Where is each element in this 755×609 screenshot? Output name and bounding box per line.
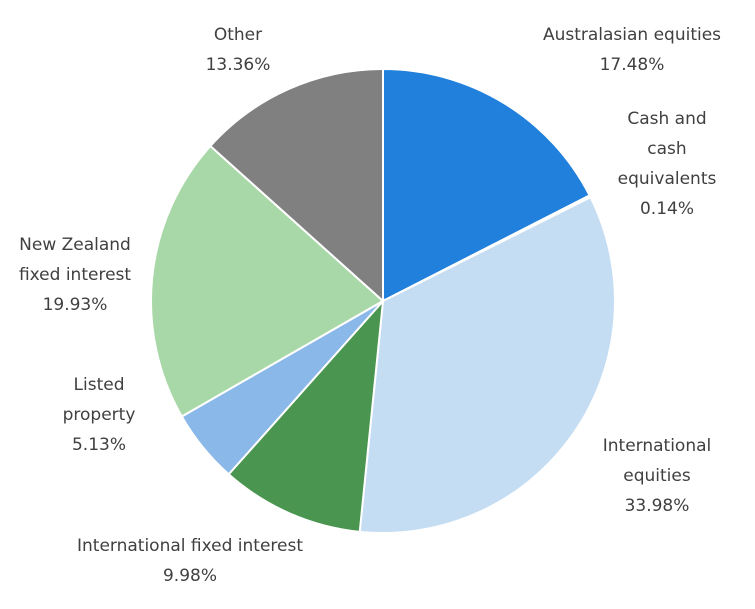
category-label: International equities [602,436,712,486]
slice-label: International fixed interest 9.98% [40,531,340,591]
category-label: New Zealand fixed interest [18,235,132,285]
value-label: 19.93% [42,295,108,315]
value-label: 0.14% [639,199,694,219]
category-label: Other [213,25,263,45]
value-label: 33.98% [624,496,690,516]
value-label: 13.36% [205,55,271,75]
slice-label: Australasian equities 17.48% [517,20,747,80]
category-label: International fixed interest [76,536,304,556]
pie-slice [358,195,616,534]
value-label: 5.13% [71,435,126,455]
pie-slice [382,67,591,303]
pie-slice [150,144,385,418]
slice-label: Cash and cash equivalents 0.14% [617,104,717,224]
category-label: Australasian equities [542,25,722,45]
value-label: 9.98% [162,566,217,586]
slice-label: New Zealand fixed interest 19.93% [10,230,140,320]
value-label: 17.48% [599,55,665,75]
slice-label: Listed property 5.13% [54,370,144,460]
category-label: Cash and cash equivalents [617,109,717,189]
pie-slice [208,67,384,304]
category-label: Listed property [62,375,136,425]
pie-slice [227,298,385,533]
slice-label: International equities 33.98% [587,431,727,521]
slice-label: Other 13.36% [178,20,298,80]
